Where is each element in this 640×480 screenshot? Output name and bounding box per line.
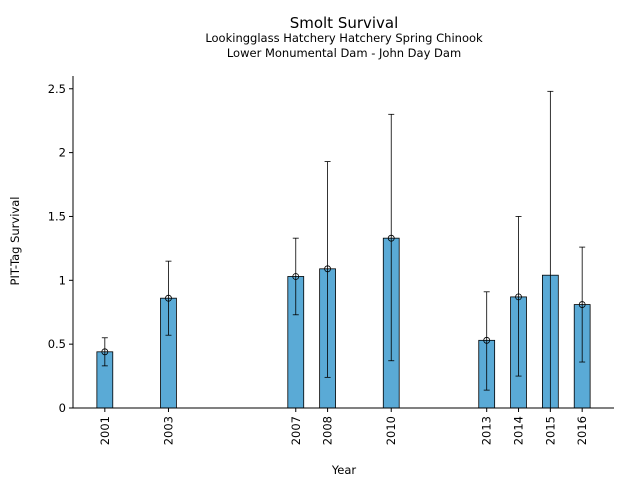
point-2014 (515, 293, 522, 301)
x-tick-label: 2003 (161, 416, 175, 445)
y-tick-label: 1.5 (48, 209, 66, 223)
point-2016 (578, 301, 586, 308)
chart-subtitle-line-1: Lookingglass Hatchery Hatchery Spring Ch… (205, 31, 483, 45)
point-2013 (483, 336, 491, 344)
y-axis-label: PIT-Tag Survival (8, 197, 22, 286)
x-tick-label: 2014 (512, 416, 526, 445)
point-2001 (101, 348, 109, 356)
y-tick-label: 2.5 (48, 82, 66, 96)
x-tick-label: 2010 (384, 416, 398, 445)
x-tick-label: 2007 (289, 416, 303, 445)
point-2010 (387, 234, 395, 242)
point-2007 (292, 273, 300, 280)
y-tick-label: 2 (59, 146, 66, 160)
x-axis-label: Year (331, 463, 357, 477)
x-tick-label: 2013 (480, 416, 494, 445)
point-2008 (324, 265, 331, 273)
axes-layer: 0 0.5 1 1.5 2 2.5 2001 2003 2007 2008 2010 2013 2014… (48, 76, 614, 445)
x-tick-label: 2008 (321, 416, 335, 445)
chart-title: Smolt Survival (290, 14, 399, 32)
bars-layer (96, 90, 591, 409)
y-tick-label: 1 (59, 273, 66, 287)
y-tick-label: 0.5 (48, 337, 66, 351)
x-tick-label: 2001 (98, 416, 112, 445)
point-2003 (165, 294, 172, 302)
chart-subtitle-line-2: Lower Monumental Dam - John Day Dam (227, 46, 461, 60)
y-tick-label: 0 (59, 401, 66, 415)
x-tick-label: 2016 (575, 416, 589, 445)
x-tick-label: 2015 (543, 416, 557, 445)
